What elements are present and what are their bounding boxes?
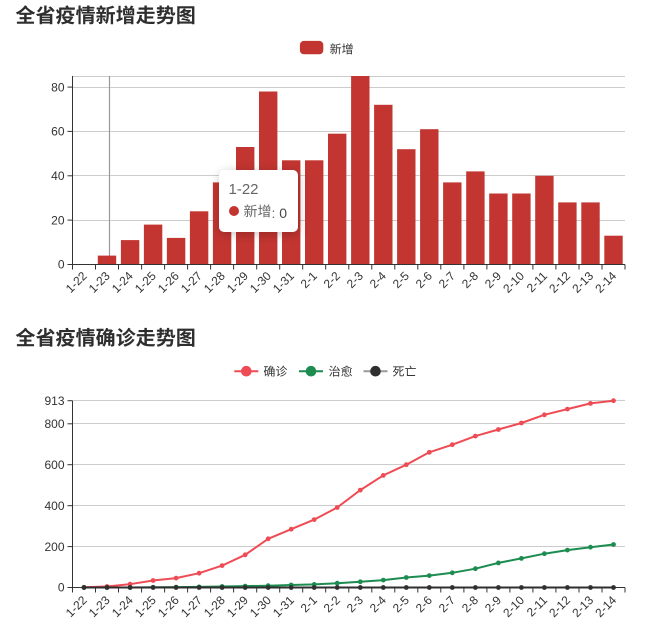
svg-text:200: 200 xyxy=(44,540,64,554)
svg-text:20: 20 xyxy=(51,213,65,227)
svg-text:400: 400 xyxy=(44,499,64,513)
svg-text:800: 800 xyxy=(44,417,64,431)
svg-text:600: 600 xyxy=(44,458,64,472)
svg-text:60: 60 xyxy=(51,125,65,139)
svg-text:40: 40 xyxy=(51,169,65,183)
svg-text:0: 0 xyxy=(58,258,65,272)
svg-text:0: 0 xyxy=(58,581,65,595)
svg-text:80: 80 xyxy=(51,80,65,94)
svg-text:913: 913 xyxy=(44,394,64,408)
